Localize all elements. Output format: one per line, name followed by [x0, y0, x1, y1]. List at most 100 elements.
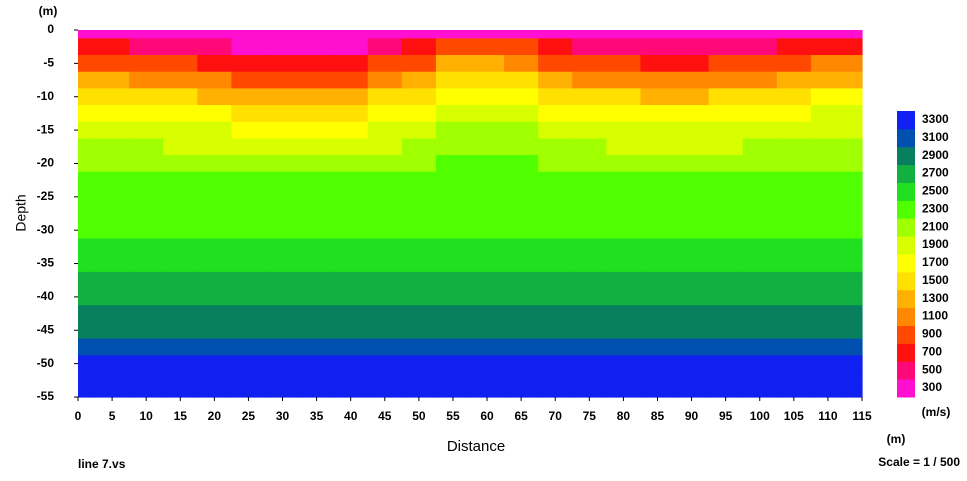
heat-cell [538, 271, 573, 290]
heat-cell [708, 355, 744, 373]
heat-cell [810, 388, 846, 398]
heat-cell [333, 105, 369, 123]
heat-cell [742, 55, 778, 73]
heat-cell [606, 388, 642, 398]
heat-cell [265, 288, 301, 306]
heat-cell [78, 88, 96, 106]
heat-cell [674, 30, 710, 39]
heat-cell [435, 271, 471, 290]
heat-cell [367, 338, 403, 356]
heat-cell [708, 305, 744, 323]
heat-cell [606, 55, 642, 73]
heat-cell [197, 171, 232, 190]
heat-cell [640, 188, 676, 206]
heat-cell [538, 171, 573, 190]
heat-cell [231, 271, 267, 290]
heat-cell [367, 238, 403, 256]
heat-cell [606, 221, 642, 240]
heat-cell [197, 121, 232, 140]
heat-cell [470, 238, 505, 256]
heat-cell [367, 38, 403, 56]
heat-cell [470, 121, 505, 140]
heat-cell [504, 105, 539, 123]
heat-cell [197, 255, 232, 273]
heat-cell [844, 71, 863, 89]
heat-cell [708, 121, 744, 140]
colorbar-swatch [897, 254, 915, 273]
heat-cell [504, 188, 539, 206]
heat-cell [606, 321, 642, 340]
heat-cell [640, 338, 676, 356]
heat-cell [572, 338, 607, 356]
heat-cell [538, 105, 573, 123]
heat-cell [504, 138, 539, 156]
heat-cell [674, 71, 710, 89]
heat-cell [265, 105, 301, 123]
heat-cell [470, 288, 505, 306]
heat-cell [640, 288, 676, 306]
heat-cell [810, 288, 846, 306]
heat-cell [606, 138, 642, 156]
heat-cell [129, 171, 164, 190]
heat-cell [844, 205, 863, 223]
heat-cell [265, 271, 301, 290]
heat-cell [333, 30, 369, 39]
heat-cell [197, 238, 232, 256]
heat-cell [265, 121, 301, 140]
heat-cell [742, 105, 778, 123]
heat-cell [231, 105, 267, 123]
heat-cell [708, 221, 744, 240]
heat-cell [538, 188, 573, 206]
heat-cell [163, 171, 198, 190]
heat-cell [640, 221, 676, 240]
x-tick-label: 50 [412, 409, 426, 423]
colorbar-swatch [897, 307, 915, 326]
heat-cell [129, 305, 164, 323]
heat-cell [810, 321, 846, 340]
colorbar-label: 700 [922, 344, 942, 358]
heat-cell [776, 155, 812, 173]
heat-cell [708, 338, 744, 356]
heat-cell [197, 188, 232, 206]
heat-cell [844, 238, 863, 256]
heat-cell [708, 71, 744, 89]
colorbar-label: 1700 [922, 255, 949, 269]
heat-cell [776, 121, 812, 140]
heat-cell [401, 171, 437, 190]
heat-cell [435, 38, 471, 56]
heat-cell [163, 221, 198, 240]
heat-cell [708, 88, 744, 106]
colorbar-label: 1100 [922, 309, 948, 323]
heat-cell [742, 271, 778, 290]
heat-cell [470, 338, 505, 356]
heat-cell [78, 155, 96, 173]
heat-cell [333, 288, 369, 306]
heat-cell [367, 305, 403, 323]
heat-cell [231, 355, 267, 373]
heat-cell [401, 38, 437, 56]
heat-cell [810, 205, 846, 223]
heat-cell [606, 255, 642, 273]
heat-cell [470, 38, 505, 56]
heat-cell [163, 71, 198, 89]
heat-cell [197, 55, 232, 73]
heat-cell [742, 221, 778, 240]
heat-cell [265, 138, 301, 156]
heat-cell [470, 355, 505, 373]
heat-cell [231, 188, 267, 206]
heat-cell [129, 221, 164, 240]
x-tick-label: 115 [852, 409, 872, 423]
heat-cell [95, 138, 130, 156]
heat-cell [742, 38, 778, 56]
heat-cell [538, 338, 573, 356]
heat-cell [708, 138, 744, 156]
heat-cell [435, 71, 471, 89]
heat-cell [95, 238, 130, 256]
y-tick-label: -55 [37, 389, 55, 403]
x-tick-label: 65 [514, 409, 528, 423]
x-tick-label: 5 [109, 409, 116, 423]
heat-cell [674, 121, 710, 140]
x-tick-label: 30 [276, 409, 290, 423]
heat-cell [333, 388, 369, 398]
heat-cell [776, 205, 812, 223]
